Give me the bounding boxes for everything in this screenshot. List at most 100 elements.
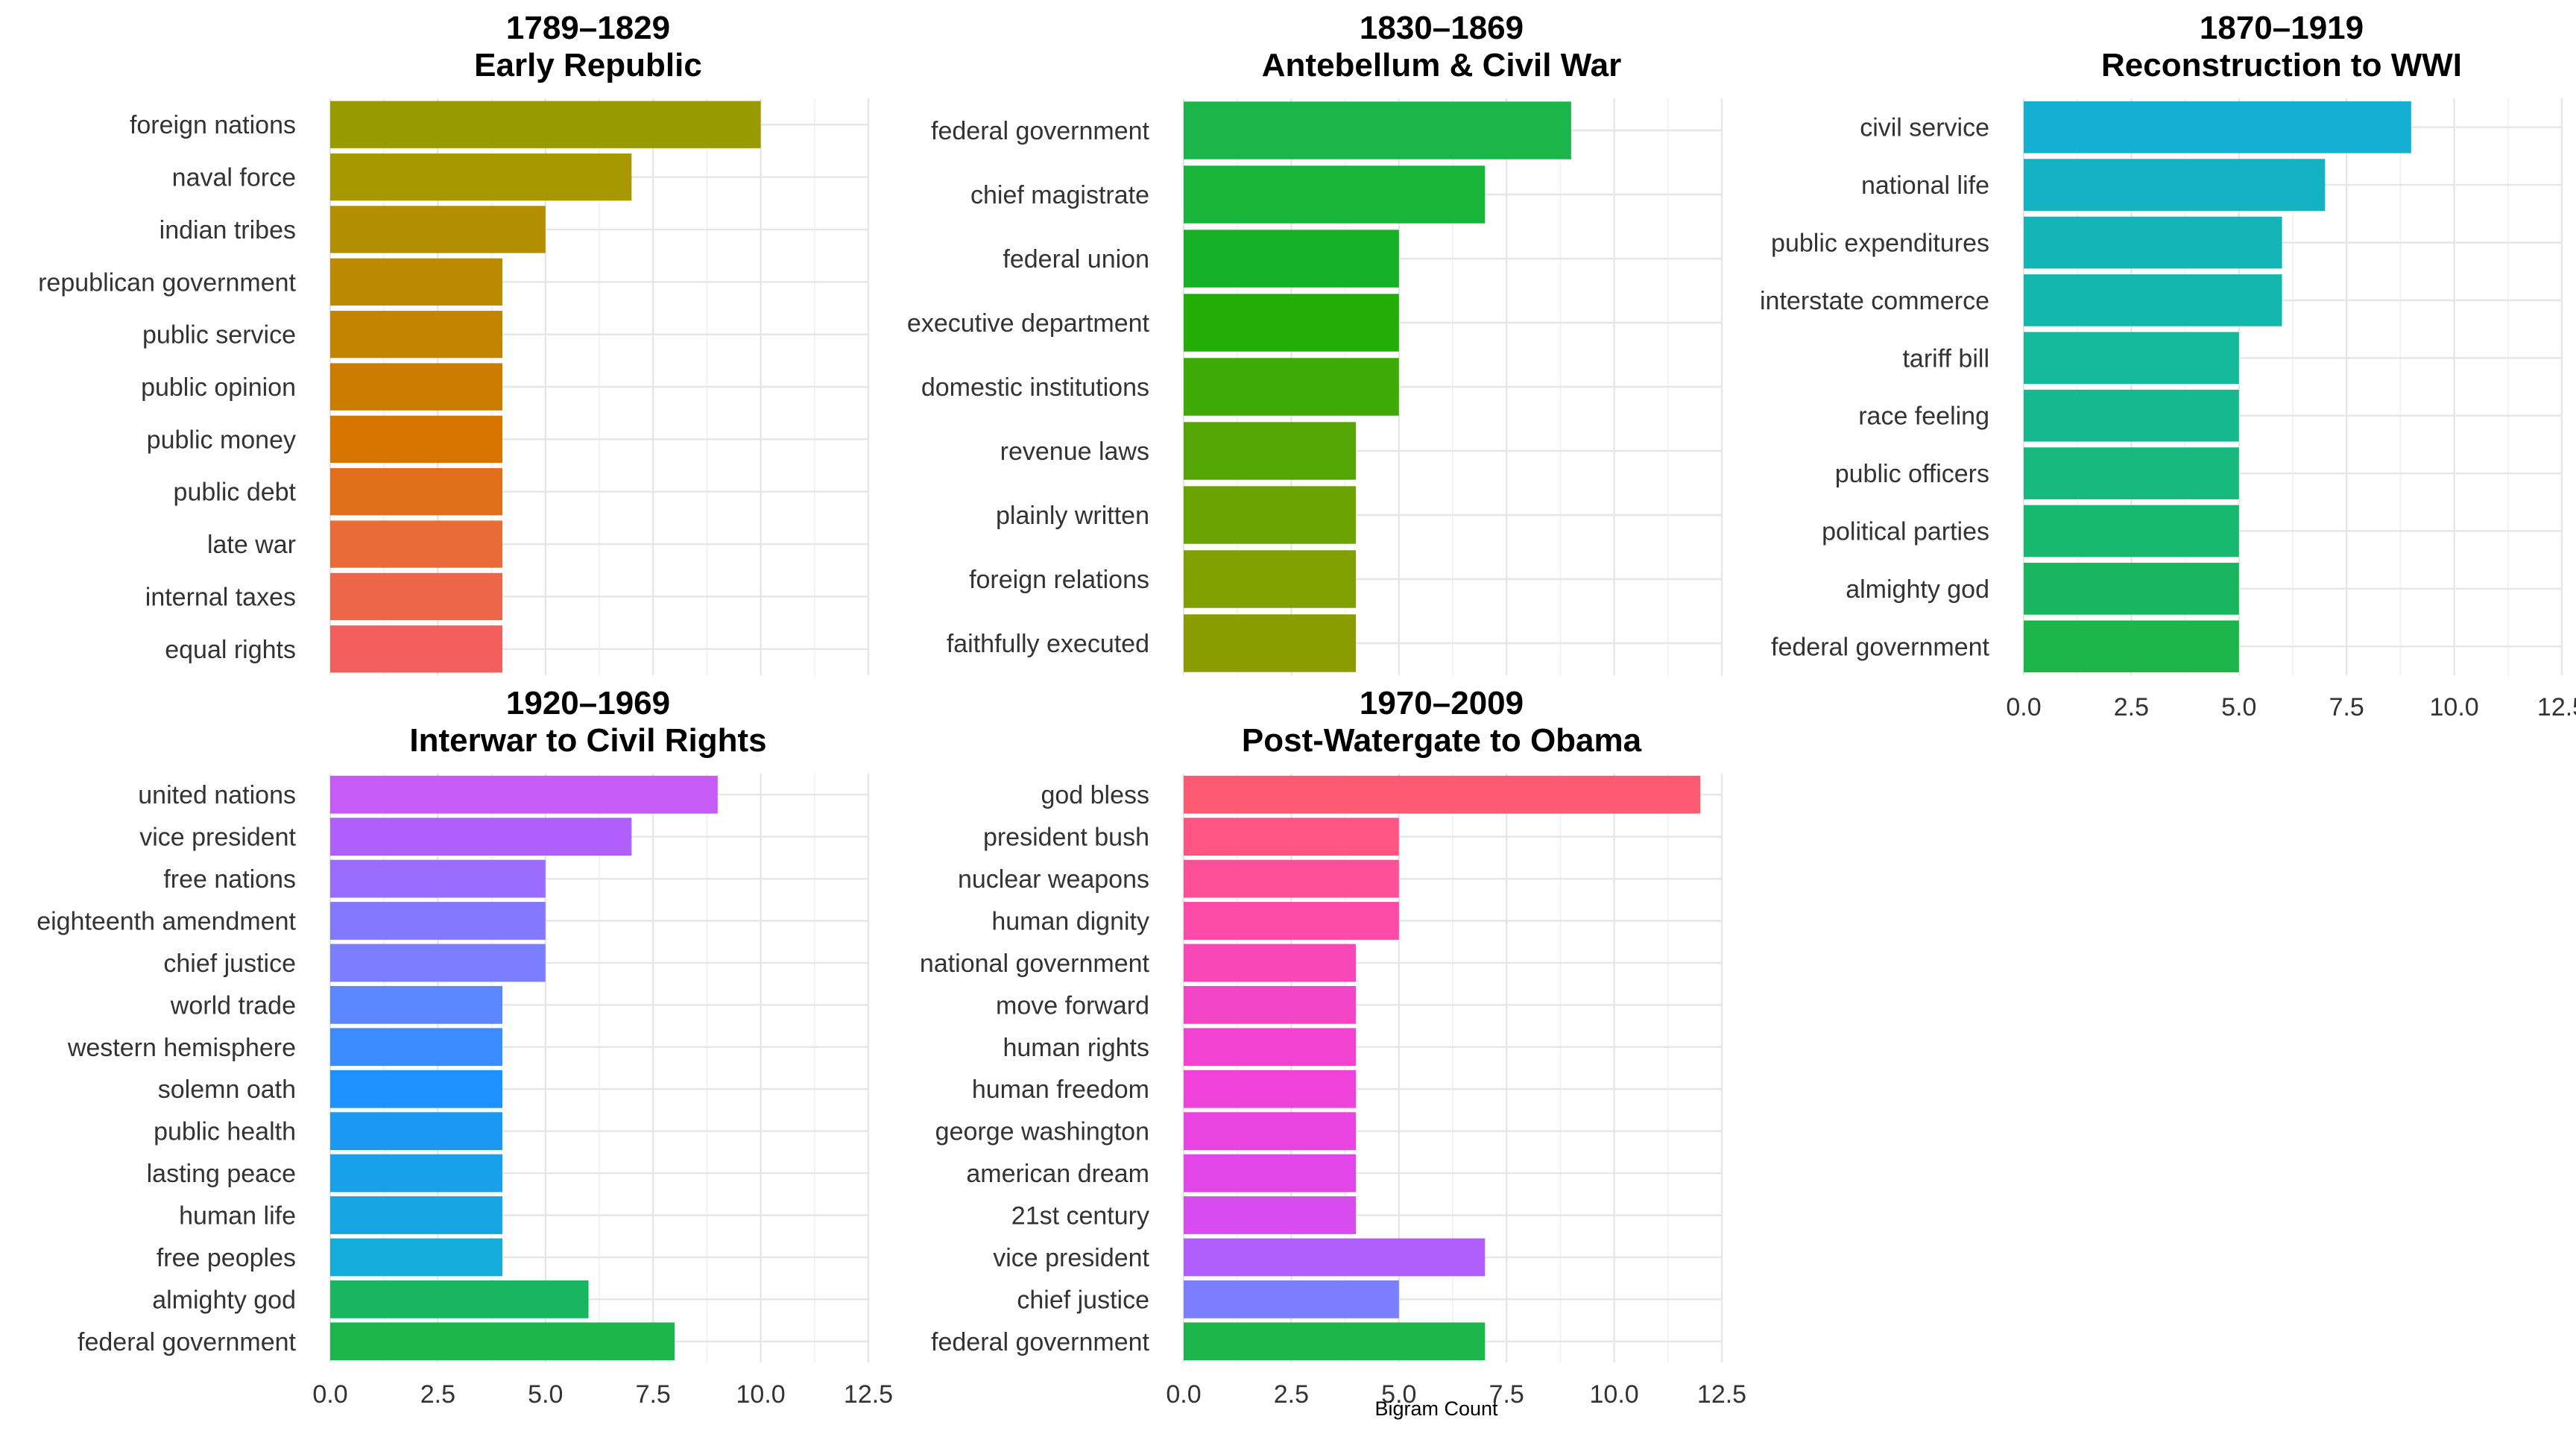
panel-title-era: Interwar to Civil Rights (409, 722, 766, 759)
bar (330, 818, 632, 856)
bar (1184, 1280, 1399, 1318)
category-label: national government (920, 950, 1150, 978)
bar (330, 206, 546, 253)
category-label: republican government (38, 268, 296, 297)
category-label: federal union (1003, 245, 1149, 274)
category-label: federal government (78, 1328, 297, 1356)
category-label: naval force (172, 164, 296, 192)
category-label: almighty god (1846, 575, 1989, 604)
panel-title-era: Early Republic (474, 47, 702, 83)
x-axis-title: Bigram Count (1374, 1397, 1498, 1420)
bar (330, 1028, 503, 1067)
x-tick-label: 12.5 (844, 1380, 893, 1409)
category-label: domestic institutions (921, 373, 1149, 402)
bar (330, 1154, 503, 1192)
bar (2024, 332, 2239, 385)
bar (2024, 447, 2239, 499)
category-label: chief magistrate (970, 181, 1149, 209)
category-label: chief justice (163, 950, 296, 978)
bar (1184, 550, 1357, 608)
x-tick-label: 5.0 (528, 1380, 563, 1409)
bar (1184, 165, 1486, 224)
bar (2024, 389, 2239, 442)
category-label: world trade (170, 991, 296, 1020)
category-label: national life (1861, 171, 1989, 200)
x-tick-label: 2.5 (1274, 1380, 1309, 1409)
category-label: god bless (1041, 781, 1149, 809)
category-label: american dream (966, 1160, 1149, 1188)
bar (1184, 1028, 1357, 1067)
category-label: public opinion (141, 373, 296, 402)
category-label: federal government (931, 117, 1150, 145)
bar (330, 520, 503, 568)
bar (1184, 1112, 1357, 1151)
category-label: late war (207, 531, 296, 559)
category-label: interstate commerce (1760, 287, 1989, 315)
category-label: vice president (993, 1244, 1149, 1272)
bar (330, 1196, 503, 1234)
panel-title-era: Post-Watergate to Obama (1242, 722, 1642, 759)
bar (330, 153, 632, 201)
bar (2024, 274, 2282, 326)
x-tick-label: 12.5 (2537, 693, 2576, 721)
category-label: chief justice (1017, 1286, 1149, 1314)
category-label: public money (147, 426, 296, 454)
bar (1184, 944, 1357, 982)
bar (1184, 230, 1399, 288)
category-label: human rights (1003, 1034, 1149, 1062)
bar (330, 1070, 503, 1108)
x-tick-label: 0.0 (2006, 693, 2041, 721)
bar (1184, 358, 1399, 416)
bar (1184, 1196, 1357, 1234)
panel-title-period: 1920–1969 (506, 685, 670, 721)
category-label: almighty god (152, 1286, 296, 1314)
category-label: public expenditures (1771, 230, 1989, 258)
panel-title-period: 1789–1829 (506, 10, 670, 46)
bar (1184, 1322, 1486, 1361)
category-label: race feeling (1858, 402, 1989, 431)
bar (330, 101, 761, 148)
category-label: plainly written (996, 502, 1149, 530)
bar (1184, 1154, 1357, 1192)
bar (1184, 422, 1357, 480)
panel-title-era: Antebellum & Civil War (1262, 47, 1621, 83)
bar (330, 572, 503, 621)
x-tick-label: 0.0 (312, 1380, 347, 1409)
bar (1184, 818, 1399, 856)
panel-title-period: 1830–1869 (1360, 10, 1524, 46)
category-label: public debt (174, 478, 297, 507)
x-tick-label: 5.0 (1381, 1380, 1416, 1409)
category-label: lasting peace (147, 1160, 296, 1188)
bar (330, 1238, 503, 1277)
category-label: public service (142, 321, 296, 350)
bar (330, 1112, 503, 1151)
bar (330, 258, 503, 306)
bar (2024, 101, 2411, 154)
x-tick-label: 10.0 (2430, 693, 2479, 721)
category-label: vice president (139, 824, 296, 852)
category-label: solemn oath (158, 1075, 296, 1104)
x-tick-label: 12.5 (1697, 1380, 1746, 1409)
category-label: federal government (1771, 633, 1990, 661)
category-label: foreign nations (130, 111, 296, 139)
category-label: foreign relations (969, 566, 1149, 594)
category-label: eighteenth amendment (37, 908, 296, 936)
category-label: federal government (931, 1328, 1150, 1356)
category-label: united nations (138, 781, 296, 809)
category-label: human dignity (991, 908, 1149, 936)
bar (330, 310, 503, 358)
bar (330, 775, 718, 814)
x-tick-label: 7.5 (2329, 693, 2364, 721)
category-label: internal taxes (145, 583, 296, 611)
category-label: equal rights (165, 636, 296, 664)
category-label: nuclear weapons (958, 865, 1149, 894)
category-label: civil service (1860, 114, 1989, 142)
bar (1184, 294, 1399, 352)
x-tick-label: 7.5 (1489, 1380, 1524, 1409)
category-label: free nations (163, 865, 296, 894)
